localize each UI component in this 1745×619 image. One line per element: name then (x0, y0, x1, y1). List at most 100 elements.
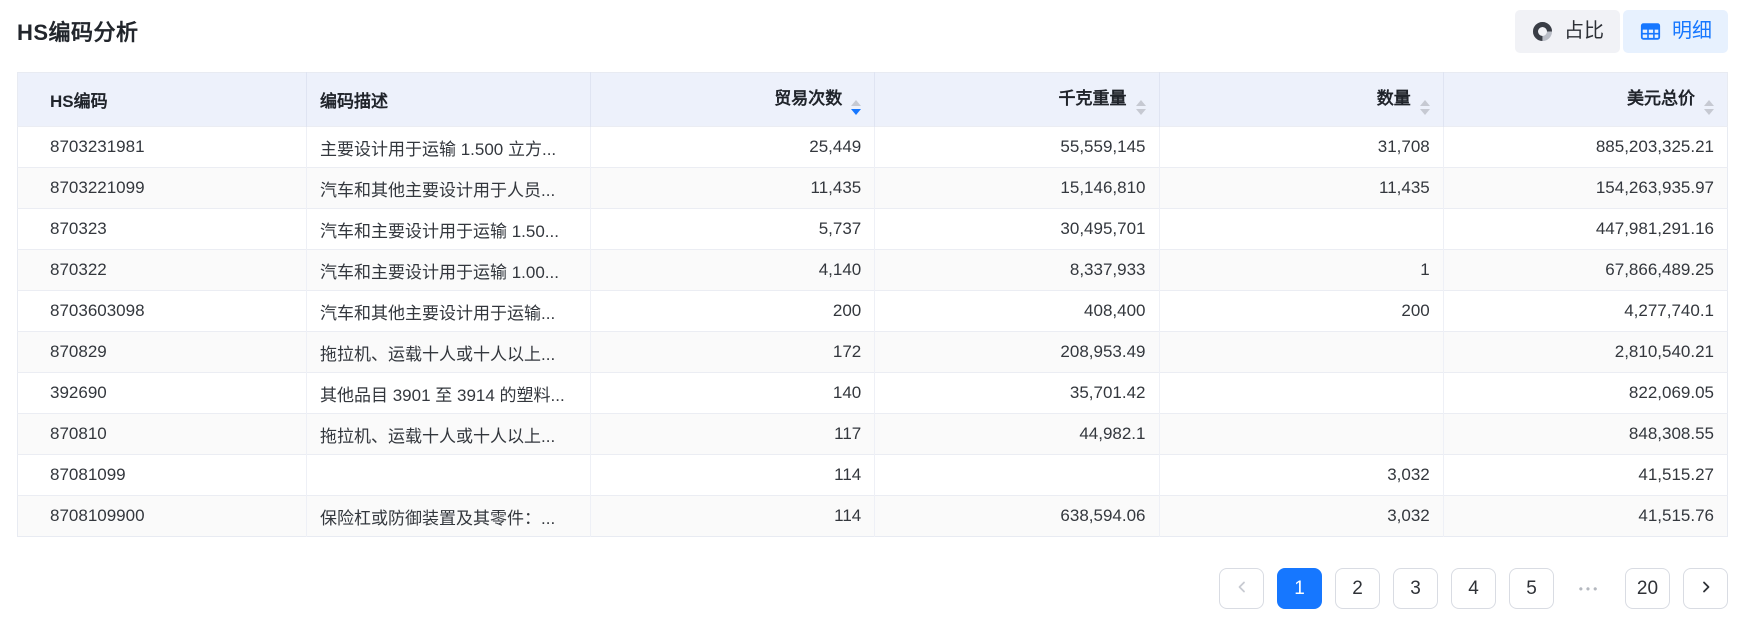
cell-kg_weight: 30,495,701 (874, 208, 1160, 250)
cell-usd_total: 4,277,740.1 (1443, 290, 1728, 332)
table-row: 8703231981 主要设计用于运输 1.500 立方... 25,449 55,5… (17, 126, 1728, 168)
view-proportion-button[interactable]: 占比 (1515, 9, 1620, 53)
cell-trade_count: 140 (590, 372, 876, 414)
cell-quantity (1159, 208, 1444, 250)
cell-description: 拖拉机、运载十人或十人以上... (306, 413, 591, 455)
column-header-hs_code: HS编码 (17, 72, 307, 127)
cell-hs_code: 87081099 (17, 454, 307, 496)
column-label: 编码描述 (320, 92, 388, 111)
cell-kg_weight: 638,594.06 (874, 495, 1160, 537)
column-header-usd_total[interactable]: 美元总价 (1443, 72, 1728, 127)
topbar: HS编码分析 占比 明细 (17, 8, 1728, 54)
cell-description: 汽车和主要设计用于运输 1.00... (306, 249, 591, 291)
next-page-button[interactable] (1683, 568, 1728, 609)
prev-page-button[interactable] (1219, 568, 1264, 609)
cell-usd_total: 154,263,935.97 (1443, 167, 1728, 209)
view-detail-button[interactable]: 明细 (1623, 9, 1728, 53)
donut-chart-icon (1531, 20, 1554, 43)
view-proportion-label: 占比 (1564, 20, 1604, 42)
cell-kg_weight: 408,400 (874, 290, 1160, 332)
cell-description: 保险杠或防御装置及其零件：... (306, 495, 591, 537)
page-button-3[interactable]: 3 (1393, 568, 1438, 609)
cell-description: 汽车和其他主要设计用于运输... (306, 290, 591, 332)
cell-trade_count: 172 (590, 331, 876, 373)
sort-carets-icon (1704, 100, 1714, 115)
cell-trade_count: 11,435 (590, 167, 876, 209)
table-row: 8703603098 汽车和其他主要设计用于运输... 200 408,400 200 4… (17, 290, 1728, 332)
cell-kg_weight: 15,146,810 (874, 167, 1160, 209)
cell-kg_weight (874, 454, 1160, 496)
cell-hs_code: 8708109900 (17, 495, 307, 537)
page-title: HS编码分析 (17, 20, 139, 45)
cell-usd_total: 41,515.27 (1443, 454, 1728, 496)
cell-description: 汽车和其他主要设计用于人员... (306, 167, 591, 209)
view-toggle: 占比 明细 (1515, 9, 1728, 53)
cell-usd_total: 822,069.05 (1443, 372, 1728, 414)
cell-trade_count: 200 (590, 290, 876, 332)
cell-quantity: 3,032 (1159, 495, 1444, 537)
cell-trade_count: 114 (590, 495, 876, 537)
cell-trade_count: 5,737 (590, 208, 876, 250)
cell-usd_total: 2,810,540.21 (1443, 331, 1728, 373)
table-row: 8703221099 汽车和其他主要设计用于人员... 11,435 15,146,8… (17, 167, 1728, 209)
cell-usd_total: 885,203,325.21 (1443, 126, 1728, 168)
cell-usd_total: 67,866,489.25 (1443, 249, 1728, 291)
table-row: 870322 汽车和主要设计用于运输 1.00... 4,140 8,337,933 1… (17, 249, 1728, 291)
page-button-20[interactable]: 20 (1625, 568, 1670, 609)
cell-quantity (1159, 372, 1444, 414)
table-row: 870323 汽车和主要设计用于运输 1.50... 5,737 30,495,701… (17, 208, 1728, 250)
cell-quantity: 200 (1159, 290, 1444, 332)
cell-kg_weight: 44,982.1 (874, 413, 1160, 455)
cell-hs_code: 8703231981 (17, 126, 307, 168)
column-header-trade_count[interactable]: 贸易次数 (590, 72, 876, 127)
column-label: 贸易次数 (774, 89, 843, 108)
column-label: 数量 (1376, 89, 1411, 108)
column-label: HS编码 (50, 92, 108, 111)
column-label: 千克重量 (1058, 89, 1127, 108)
column-header-quantity[interactable]: 数量 (1159, 72, 1444, 127)
table-header-row: HS编码 编码描述 贸易次数 千克重量 数量 美元总价 (17, 72, 1728, 127)
page-button-1[interactable]: 1 (1277, 568, 1322, 609)
chevron-left-icon (1235, 579, 1249, 598)
table-icon (1639, 20, 1662, 43)
column-header-description: 编码描述 (306, 72, 591, 127)
cell-quantity: 1 (1159, 249, 1444, 291)
cell-quantity (1159, 413, 1444, 455)
cell-usd_total: 447,981,291.16 (1443, 208, 1728, 250)
page-button-4[interactable]: 4 (1451, 568, 1496, 609)
cell-trade_count: 25,449 (590, 126, 876, 168)
page-button-5[interactable]: 5 (1509, 568, 1554, 609)
sort-carets-icon (851, 100, 862, 115)
cell-quantity: 31,708 (1159, 126, 1444, 168)
cell-trade_count: 117 (590, 413, 876, 455)
cell-hs_code: 870810 (17, 413, 307, 455)
table-row: 87081099 114 3,032 41,515.27 (17, 454, 1728, 496)
cell-description (306, 454, 591, 496)
chevron-right-icon (1699, 579, 1713, 598)
cell-quantity: 11,435 (1159, 167, 1444, 209)
cell-hs_code: 870323 (17, 208, 307, 250)
cell-hs_code: 870829 (17, 331, 307, 373)
cell-usd_total: 848,308.55 (1443, 413, 1728, 455)
view-detail-label: 明细 (1672, 20, 1712, 42)
cell-description: 其他品目 3901 至 3914 的塑料... (306, 372, 591, 414)
cell-hs_code: 870322 (17, 249, 307, 291)
table-row: 870829 拖拉机、运载十人或十人以上... 172 208,953.49 2,810… (17, 331, 1728, 373)
sort-carets-icon (1135, 100, 1146, 115)
table-row: 870810 拖拉机、运载十人或十人以上... 117 44,982.1 848,308… (17, 413, 1728, 455)
cell-trade_count: 4,140 (590, 249, 876, 291)
page-ellipsis[interactable]: ••• (1567, 568, 1612, 609)
column-label: 美元总价 (1627, 89, 1695, 108)
cell-hs_code: 392690 (17, 372, 307, 414)
cell-kg_weight: 55,559,145 (874, 126, 1160, 168)
cell-kg_weight: 208,953.49 (874, 331, 1160, 373)
table-row: 8708109900 保险杠或防御装置及其零件：... 114 638,594.06 3… (17, 495, 1728, 537)
pagination: 1 2 3 4 5 ••• 20 (17, 568, 1728, 609)
column-header-kg_weight[interactable]: 千克重量 (874, 72, 1160, 127)
sort-carets-icon (1419, 100, 1430, 115)
cell-quantity: 3,032 (1159, 454, 1444, 496)
cell-usd_total: 41,515.76 (1443, 495, 1728, 537)
page-button-2[interactable]: 2 (1335, 568, 1380, 609)
cell-kg_weight: 35,701.42 (874, 372, 1160, 414)
